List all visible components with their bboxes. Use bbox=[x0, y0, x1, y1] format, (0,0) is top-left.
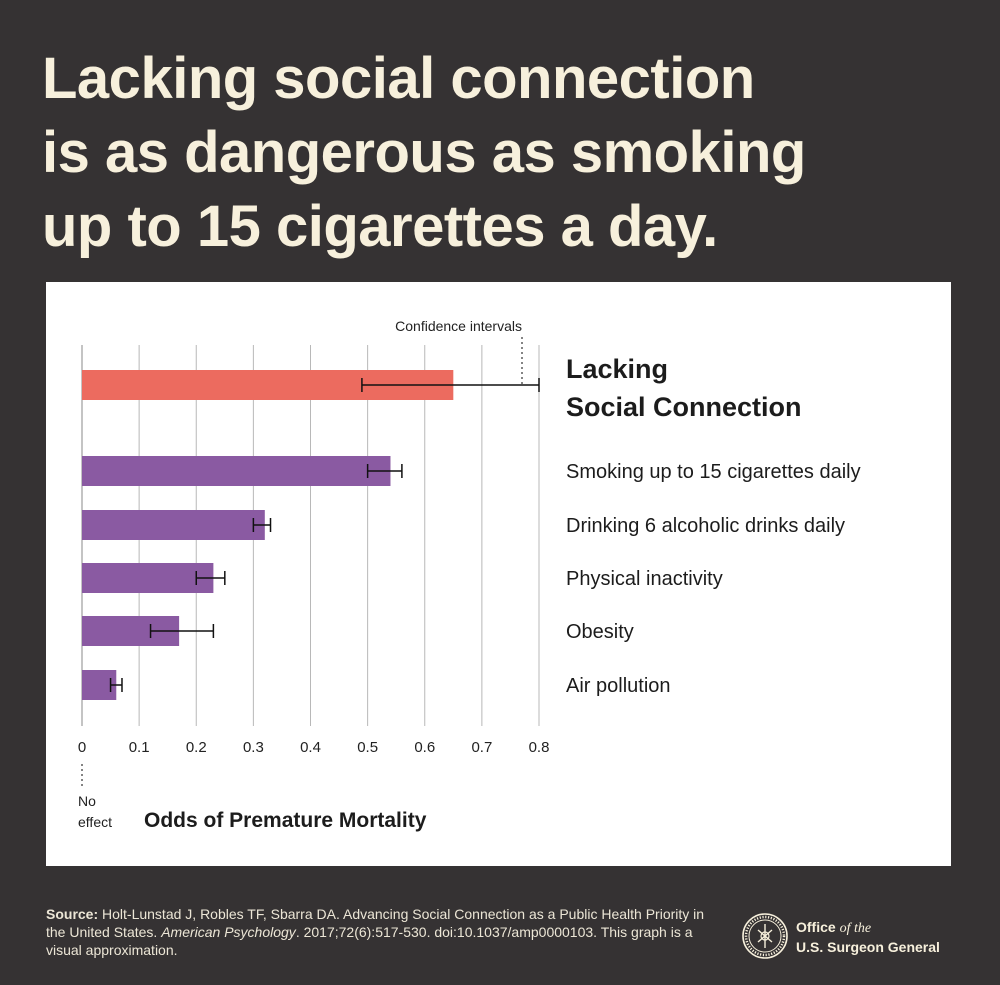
x-tick-label: 0.1 bbox=[129, 739, 150, 756]
category-label: Air pollution bbox=[566, 675, 671, 697]
x-tick-label: 0.6 bbox=[414, 739, 435, 756]
category-label-highlight: Lacking bbox=[566, 354, 668, 384]
headline: Lacking social connection is as dangerou… bbox=[42, 42, 962, 264]
chart-panel: 0 0.1 0.2 0.3 0.4 0.5 0.6 0.7 0.8 Lacking Social C… bbox=[46, 282, 951, 866]
source-journal: American Psychology bbox=[161, 924, 296, 940]
source-label: Source: bbox=[46, 906, 99, 922]
bar bbox=[82, 563, 214, 593]
bar bbox=[82, 456, 391, 486]
category-label: Obesity bbox=[566, 621, 634, 643]
x-axis-title: Odds of Premature Mortality bbox=[144, 809, 427, 832]
office-logo-text: Office of the U.S. Surgeon General bbox=[796, 918, 940, 956]
office-word: Office bbox=[796, 919, 836, 935]
x-tick-label: 0.3 bbox=[243, 739, 264, 756]
x-tick-label: 0 bbox=[78, 739, 86, 756]
category-label: Drinking 6 alcoholic drinks daily bbox=[566, 515, 845, 537]
x-tick-label: 0.5 bbox=[357, 739, 378, 756]
x-tick-label: 0.7 bbox=[471, 739, 492, 756]
x-tick-label: 0.4 bbox=[300, 739, 321, 756]
category-label: Smoking up to 15 cigarettes daily bbox=[566, 461, 861, 483]
chart: 0 0.1 0.2 0.3 0.4 0.5 0.6 0.7 0.8 Lacking Social C… bbox=[78, 318, 861, 832]
ci-annotation-label: Confidence intervals bbox=[395, 318, 522, 334]
office-line-2: U.S. Surgeon General bbox=[796, 939, 940, 955]
surgeon-general-seal-icon bbox=[742, 913, 788, 959]
source-text-end: . 2017;72(6):517-530. doi:10.1037/amp000… bbox=[46, 924, 693, 958]
headline-line: up to 15 cigarettes a day. bbox=[42, 194, 718, 259]
source-citation: Source: Holt-Lunstad J, Robles TF, Sbarr… bbox=[46, 905, 726, 959]
no-effect-label: No bbox=[78, 793, 96, 809]
bar bbox=[82, 510, 265, 540]
office-of-the: of the bbox=[839, 921, 872, 936]
headline-line: Lacking social connection bbox=[42, 46, 755, 111]
source-text: Holt-Lunstad J, Robles TF, Sbarra DA. Ad… bbox=[46, 906, 705, 940]
x-tick-label: 0.2 bbox=[186, 739, 207, 756]
category-label-highlight: Social Connection bbox=[566, 392, 802, 422]
no-effect-label: effect bbox=[78, 814, 112, 830]
x-tick-label: 0.8 bbox=[529, 739, 550, 756]
headline-line: is as dangerous as smoking bbox=[42, 120, 806, 185]
office-line-1: Office of the bbox=[796, 918, 940, 938]
category-label: Physical inactivity bbox=[566, 568, 723, 590]
